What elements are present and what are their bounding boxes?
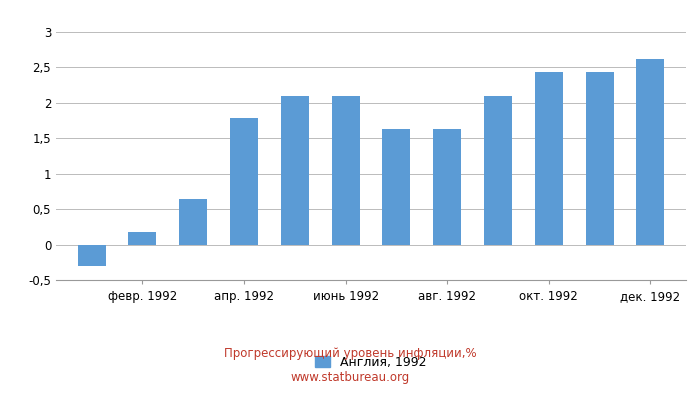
Bar: [332, 96, 360, 244]
Bar: [382, 129, 410, 244]
Bar: [128, 232, 156, 244]
Legend: Англия, 1992: Англия, 1992: [315, 356, 427, 369]
Bar: [535, 72, 563, 244]
Bar: [433, 129, 461, 244]
Bar: [78, 244, 106, 266]
Text: Прогрессирующий уровень инфляции,%: Прогрессирующий уровень инфляции,%: [224, 348, 476, 360]
Bar: [586, 72, 614, 244]
Text: www.statbureau.org: www.statbureau.org: [290, 372, 410, 384]
Bar: [484, 96, 512, 244]
Bar: [281, 96, 309, 244]
Bar: [179, 198, 207, 244]
Bar: [230, 118, 258, 244]
Bar: [636, 59, 664, 244]
